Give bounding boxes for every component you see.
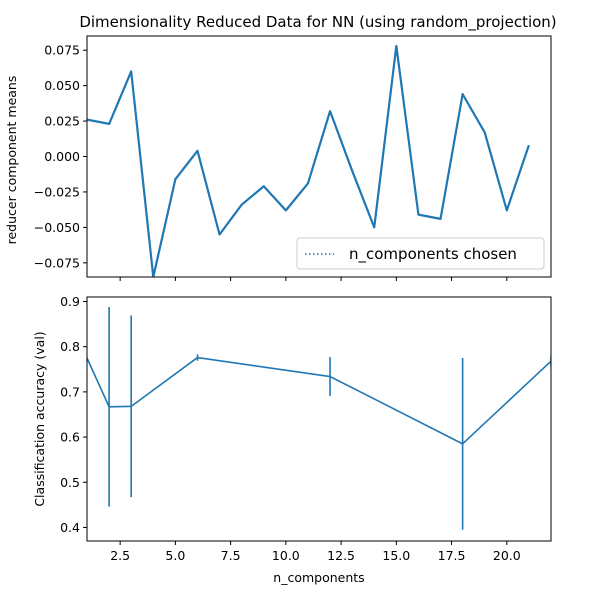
chart-bottom-accuracy: Classification accuracy (val) n_componen… [32,294,552,585]
y-tick-label: 0.7 [60,384,80,399]
chart-top-component-means: Dimensionality Reduced Data for NN (usin… [4,13,557,281]
y-axis-label: Classification accuracy (val) [32,331,47,506]
series-line [87,356,551,445]
legend-box [296,237,545,270]
plot-frame [86,296,552,542]
series-layer [87,306,551,530]
x-tick-label: 2.5 [110,548,130,563]
x-tick-label: 7.5 [221,548,241,563]
y-tick-label: 0.6 [60,430,80,445]
y-tick-label: 0.8 [60,339,80,354]
x-tick-label: 15.0 [382,548,410,563]
legend: n_components chosen [296,237,545,270]
y-tick-label: 0.075 [44,43,80,58]
y-tick-label: 0.9 [60,294,80,309]
y-tick-label: 0.5 [60,475,80,490]
chart-title: Dimensionality Reduced Data for NN (usin… [79,13,556,32]
y-ticks: 0.075 0.050 0.025 0.000 −0.025 −0.050 −0.075 [34,43,87,270]
y-ticks: 0.4 0.5 0.6 0.7 0.8 0.9 [60,294,87,535]
x-tick-label: 20.0 [493,548,521,563]
plot-frame [86,35,552,278]
y-tick-label: 0.025 [44,114,80,129]
legend-entry: n_components chosen [349,245,517,264]
y-tick-label: −0.025 [34,184,80,199]
x-tick-label: 17.5 [438,548,466,563]
y-tick-label: −0.050 [34,220,80,235]
x-tick-label: 10.0 [272,548,300,563]
x-tick-label: 12.5 [327,548,355,563]
y-tick-label: 0.000 [44,149,80,164]
y-tick-label: −0.075 [34,255,80,270]
x-tick-label: 5.0 [165,548,185,563]
y-tick-label: 0.4 [60,520,80,535]
x-ticks: 2.5 5.0 7.5 10.0 12.5 15.0 17.5 20.0 [110,541,521,563]
y-tick-label: 0.050 [44,78,80,93]
x-axis-label: n_components [273,570,364,585]
x-ticks [119,277,508,281]
series-layer [87,44,530,277]
y-axis-label: reducer component means [4,76,19,245]
